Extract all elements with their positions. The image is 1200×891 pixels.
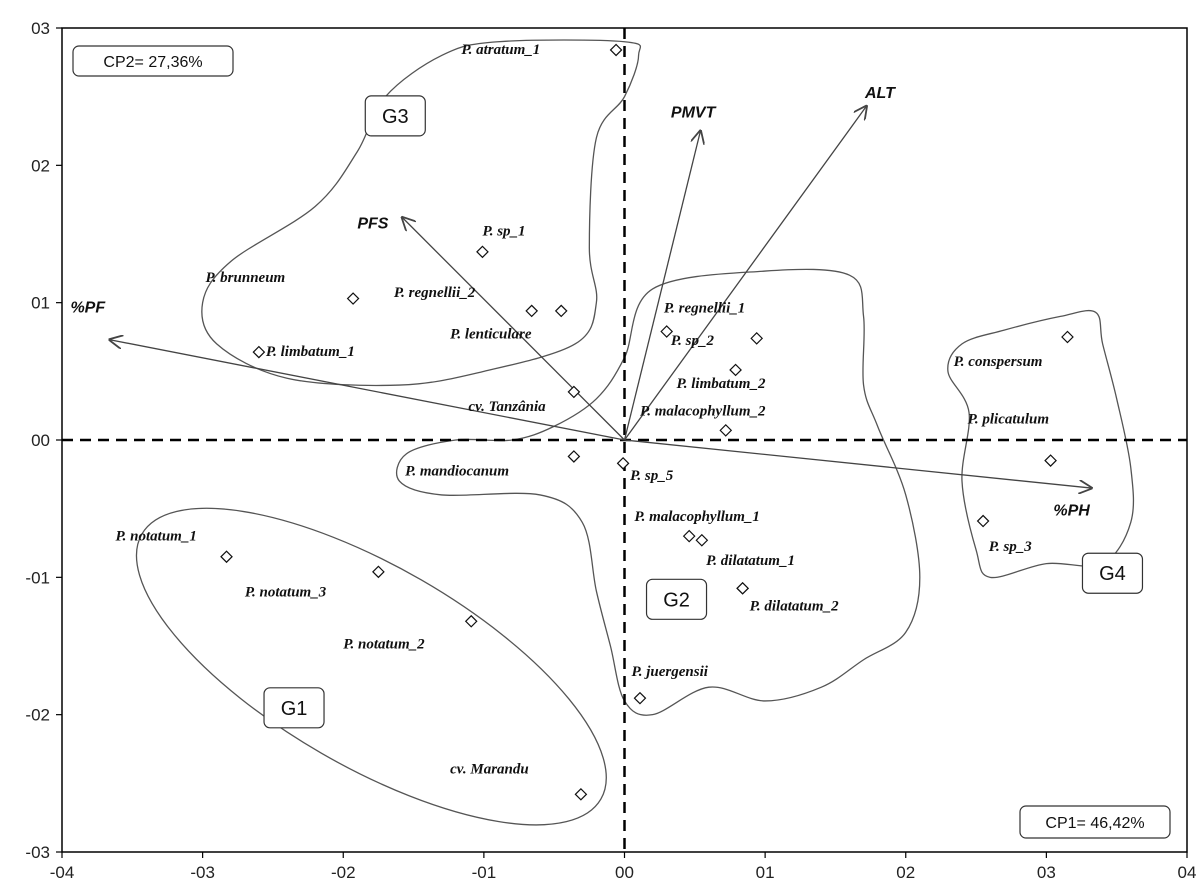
- cp1-variance-label: CP1= 46,42%: [1045, 815, 1144, 832]
- group-label-text: G2: [663, 589, 690, 611]
- data-point: [976, 514, 990, 528]
- data-point: [616, 456, 630, 470]
- group-label-box: [364, 95, 426, 137]
- data-point: [682, 529, 696, 543]
- y-tick-label: 01: [31, 294, 50, 313]
- point-label: P. sp_1: [482, 223, 525, 239]
- x-tick-label: 02: [896, 863, 915, 882]
- x-tick-label: 01: [756, 863, 775, 882]
- group-outline-g3: [201, 39, 641, 387]
- x-tick-label: -04: [50, 863, 75, 882]
- vector-label-pfs: PFS: [357, 216, 388, 233]
- point-label: P. sp_2: [671, 333, 715, 349]
- point-label: P. malacophyllum_1: [634, 509, 760, 525]
- point-label: P. regnellii_2: [394, 285, 476, 301]
- data-point: [695, 533, 709, 547]
- x-tick-label: -03: [190, 863, 215, 882]
- data-point: [750, 332, 764, 345]
- vector-label-alt: ALT: [864, 85, 896, 102]
- data-point: [372, 565, 385, 579]
- x-tick-label: 03: [1037, 863, 1056, 882]
- data-point: [567, 450, 581, 463]
- group-label-g4: G4: [1081, 552, 1144, 594]
- data-point: [633, 691, 647, 705]
- point-label: P. sp_5: [630, 468, 674, 484]
- point-label: cv. Marandu: [450, 762, 529, 778]
- point-label: P. notatum_3: [245, 585, 327, 601]
- x-tick-label: -01: [472, 863, 497, 882]
- data-point: [1044, 454, 1057, 467]
- point-label: P. notatum_2: [343, 637, 425, 653]
- group-label-box: [1081, 552, 1144, 594]
- point-label: P. juergensii: [632, 664, 709, 680]
- data-point: [252, 345, 266, 359]
- y-tick-label: -01: [25, 568, 50, 587]
- group-label-box: [645, 578, 708, 620]
- point-label: P. dilatatum_1: [706, 553, 795, 569]
- group-label-g2: G2: [645, 578, 708, 620]
- y-tick-label: 00: [31, 431, 50, 450]
- loading-vector-pctph: [624, 439, 1092, 488]
- data-point: [729, 363, 742, 377]
- y-tick-label: -03: [25, 843, 50, 862]
- loading-vector-pctpf: [110, 340, 625, 441]
- data-point: [719, 424, 733, 437]
- point-label: P. notatum_1: [115, 528, 196, 544]
- data-point: [567, 385, 581, 399]
- data-point: [220, 550, 233, 564]
- point-label: cv. Tanzânia: [468, 399, 546, 415]
- vector-label-pmvt: PMVT: [671, 104, 717, 121]
- cp2-variance-label: CP2= 27,36%: [103, 54, 202, 71]
- y-tick-label: -02: [25, 706, 50, 725]
- loading-vector-pfs: [402, 218, 625, 441]
- point-label: P. plicatulum: [968, 412, 1049, 428]
- data-point: [609, 43, 623, 57]
- vector-label-pctph: %PH: [1053, 503, 1090, 520]
- x-tick-label: -02: [331, 863, 356, 882]
- point-label: P. malacophyllum_2: [640, 403, 766, 419]
- x-tick-label: 00: [615, 863, 634, 882]
- group-outline-g1: [135, 507, 607, 826]
- point-label: P. lenticulare: [450, 326, 532, 342]
- data-point: [525, 304, 539, 318]
- data-point: [574, 787, 588, 801]
- data-point: [554, 304, 568, 318]
- group-label-g1: G1: [263, 687, 325, 729]
- group-label-g3: G3: [364, 95, 426, 137]
- point-label: P. dilatatum_2: [750, 598, 839, 614]
- y-tick-label: 03: [31, 19, 50, 38]
- vector-label-pctpf: %PF: [70, 299, 106, 316]
- point-label: P. brunneum: [205, 270, 285, 286]
- point-label: P. conspersum: [954, 354, 1043, 370]
- point-label: P. atratum_1: [461, 42, 540, 58]
- data-point: [464, 614, 478, 628]
- group-label-box: [263, 687, 325, 729]
- point-label: P. limbatum_2: [677, 376, 766, 392]
- data-point: [660, 325, 674, 338]
- data-point: [736, 581, 749, 595]
- loading-vector-alt: [623, 106, 867, 441]
- point-label: P. mandiocanum: [405, 464, 509, 480]
- group-label-text: G3: [382, 106, 409, 128]
- point-label: P. regnellii_1: [664, 300, 745, 316]
- cp2-variance-box: CP2= 27,36%: [72, 45, 234, 77]
- group-label-text: G4: [1099, 563, 1126, 585]
- data-point: [476, 245, 489, 259]
- data-point: [1061, 330, 1074, 344]
- group-label-text: G1: [281, 698, 308, 720]
- point-label: P. limbatum_1: [266, 344, 355, 360]
- group-outline-g4: [947, 309, 1135, 579]
- y-tick-label: 02: [31, 156, 50, 175]
- point-label: P. sp_3: [989, 539, 1033, 555]
- cp1-variance-box: CP1= 46,42%: [1019, 805, 1171, 839]
- loading-vector-pmvt: [623, 131, 701, 441]
- x-tick-label: 04: [1178, 863, 1197, 882]
- data-point: [346, 292, 360, 305]
